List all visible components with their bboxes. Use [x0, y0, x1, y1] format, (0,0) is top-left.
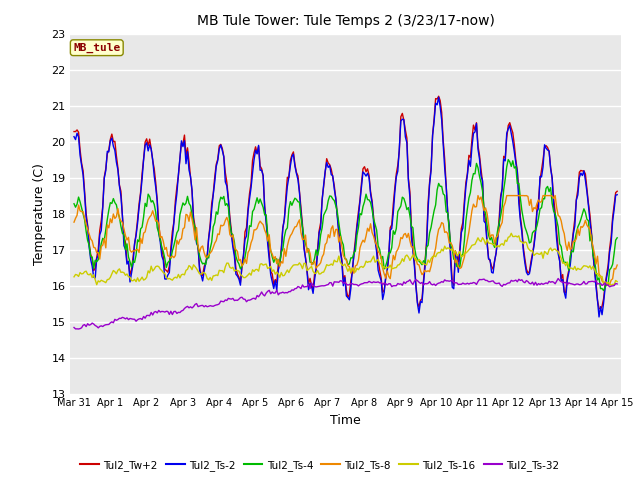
Tul2_Ts-4: [584, 218, 592, 224]
Line: Tul2_Ts-8: Tul2_Ts-8: [74, 196, 617, 286]
Tul2_Ts-2: [250, 156, 258, 162]
Tul2_Ts-2: [70, 134, 78, 140]
X-axis label: Time: Time: [330, 414, 361, 427]
Tul2_Tw+2: [232, 265, 240, 271]
Line: Tul2_Tw+2: Tul2_Tw+2: [74, 96, 617, 309]
Tul2_Ts-32: [70, 324, 78, 330]
Tul2_Tw+2: [613, 188, 621, 194]
Tul2_Ts-2: [584, 203, 592, 208]
Line: Tul2_Ts-4: Tul2_Ts-4: [74, 159, 617, 290]
Tul2_Tw+2: [259, 173, 267, 179]
Line: Tul2_Ts-16: Tul2_Ts-16: [74, 233, 617, 286]
Tul2_Tw+2: [250, 150, 258, 156]
Tul2_Ts-4: [259, 204, 267, 210]
Tul2_Ts-32: [554, 276, 562, 281]
Tul2_Tw+2: [70, 129, 78, 134]
Tul2_Ts-4: [232, 253, 240, 259]
Tul2_Ts-32: [613, 281, 621, 287]
Tul2_Ts-4: [250, 206, 258, 212]
Tul2_Ts-16: [613, 279, 621, 285]
Tul2_Ts-8: [613, 262, 621, 268]
Tul2_Ts-2: [232, 271, 240, 277]
Tul2_Ts-8: [70, 219, 78, 225]
Tul2_Ts-2: [308, 284, 316, 289]
Tul2_Ts-16: [232, 267, 240, 273]
Tul2_Ts-8: [308, 262, 316, 268]
Tul2_Ts-2: [259, 173, 267, 179]
Tul2_Ts-16: [308, 264, 316, 269]
Tul2_Ts-32: [586, 279, 594, 285]
Tul2_Ts-16: [584, 265, 592, 271]
Tul2_Ts-32: [309, 283, 317, 288]
Tul2_Ts-2: [435, 94, 442, 100]
Tul2_Ts-8: [259, 222, 267, 228]
Tul2_Ts-2: [137, 192, 145, 197]
Tul2_Ts-32: [252, 296, 259, 302]
Tul2_Ts-8: [232, 247, 240, 252]
Tul2_Tw+2: [435, 94, 442, 99]
Tul2_Ts-4: [70, 201, 78, 206]
Tul2_Ts-32: [234, 298, 241, 303]
Tul2_Ts-8: [137, 235, 145, 241]
Tul2_Ts-2: [595, 314, 603, 320]
Text: MB_tule: MB_tule: [73, 43, 120, 53]
Title: MB Tule Tower: Tule Temps 2 (3/23/17-now): MB Tule Tower: Tule Temps 2 (3/23/17-now…: [196, 14, 495, 28]
Tul2_Ts-4: [504, 156, 512, 162]
Tul2_Tw+2: [308, 283, 316, 288]
Tul2_Ts-8: [584, 225, 592, 230]
Tul2_Ts-32: [75, 326, 83, 332]
Tul2_Tw+2: [596, 306, 604, 312]
Tul2_Ts-8: [474, 192, 482, 199]
Tul2_Ts-8: [250, 227, 258, 233]
Y-axis label: Temperature (C): Temperature (C): [33, 163, 45, 264]
Tul2_Ts-4: [137, 226, 145, 232]
Tul2_Ts-2: [613, 192, 621, 198]
Line: Tul2_Ts-2: Tul2_Ts-2: [74, 97, 617, 317]
Tul2_Ts-4: [600, 288, 607, 293]
Tul2_Ts-16: [137, 276, 145, 282]
Tul2_Ts-4: [308, 260, 316, 265]
Tul2_Ts-16: [70, 274, 78, 280]
Tul2_Ts-32: [261, 293, 269, 299]
Legend: Tul2_Tw+2, Tul2_Ts-2, Tul2_Ts-4, Tul2_Ts-8, Tul2_Ts-16, Tul2_Ts-32: Tul2_Tw+2, Tul2_Ts-2, Tul2_Ts-4, Tul2_Ts…: [76, 456, 564, 475]
Line: Tul2_Ts-32: Tul2_Ts-32: [74, 278, 617, 329]
Tul2_Ts-4: [613, 235, 621, 240]
Tul2_Ts-8: [604, 283, 612, 288]
Tul2_Tw+2: [584, 201, 592, 206]
Tul2_Tw+2: [137, 190, 145, 195]
Tul2_Ts-16: [259, 262, 267, 268]
Tul2_Ts-32: [138, 317, 146, 323]
Tul2_Ts-16: [250, 269, 258, 275]
Tul2_Ts-16: [508, 230, 515, 236]
Tul2_Ts-16: [607, 283, 615, 288]
